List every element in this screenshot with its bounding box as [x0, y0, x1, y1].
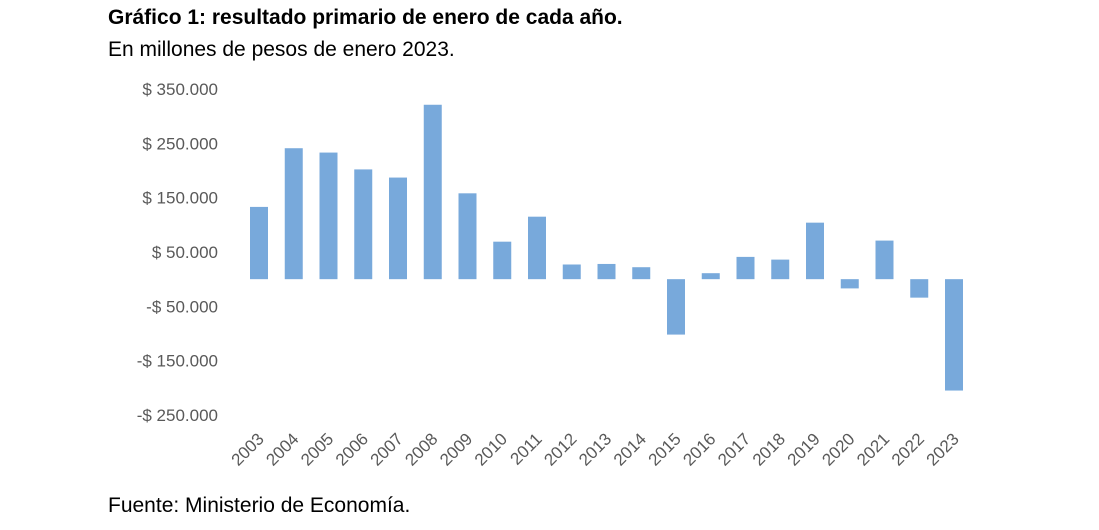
- bar-2007: [389, 177, 407, 280]
- x-tick-label: 2005: [297, 429, 337, 469]
- chart-subtitle: En millones de pesos de enero 2023.: [108, 38, 455, 61]
- bar-2016: [701, 273, 720, 280]
- x-tick-label: 2007: [367, 429, 407, 469]
- bar-2019: [806, 222, 824, 280]
- x-tick-label: 2022: [888, 429, 928, 469]
- bar-2006: [354, 169, 373, 280]
- chart-source: Fuente: Ministerio de Economía.: [108, 494, 411, 517]
- x-tick-label: 2016: [679, 429, 719, 469]
- bar-2014: [632, 267, 651, 280]
- y-axis: $ 350.000 $ 250.000 $ 150.000 $ 50.000 -$ 50…: [137, 80, 218, 425]
- x-tick-label: 2006: [332, 429, 372, 469]
- x-tick-label: 2020: [818, 429, 858, 469]
- bar-2022: [910, 279, 929, 298]
- x-tick-label: 2013: [575, 429, 615, 469]
- bar-2013: [597, 263, 616, 280]
- x-axis: 2003200420052006200720082009201020112012…: [228, 429, 963, 469]
- x-tick-label: 2009: [436, 429, 476, 469]
- y-tick-label: -$ 50.000: [146, 297, 218, 316]
- chart-title: Gráfico 1: resultado primario de enero d…: [108, 6, 623, 29]
- x-tick-label: 2003: [228, 429, 268, 469]
- bar-2005: [319, 152, 338, 280]
- y-tick-label: $ 250.000: [142, 134, 218, 153]
- x-tick-label: 2019: [784, 429, 824, 469]
- bar-2008: [423, 104, 442, 280]
- y-tick-label: -$ 250.000: [137, 406, 218, 425]
- bar-2017: [736, 256, 755, 280]
- bar-2010: [493, 241, 512, 280]
- x-tick-label: 2012: [540, 429, 580, 469]
- x-tick-label: 2021: [853, 429, 893, 469]
- bar-2018: [771, 259, 790, 280]
- x-tick-label: 2008: [401, 429, 441, 469]
- x-tick-label: 2023: [923, 429, 963, 469]
- x-tick-label: 2011: [507, 429, 546, 468]
- bars: [250, 104, 963, 391]
- bar-2020: [840, 279, 859, 289]
- x-tick-label: 2014: [610, 429, 650, 469]
- bar-2012: [562, 264, 581, 280]
- x-tick-label: 2015: [645, 429, 685, 469]
- x-tick-label: 2010: [471, 429, 511, 469]
- x-tick-label: 2018: [749, 429, 789, 469]
- y-tick-label: $ 350.000: [142, 80, 218, 99]
- bar-2004: [284, 148, 303, 280]
- bar-2003: [250, 206, 268, 280]
- bar-2023: [945, 279, 963, 391]
- y-tick-label: $ 50.000: [152, 243, 218, 262]
- y-tick-label: $ 150.000: [142, 189, 218, 208]
- y-tick-label: -$ 150.000: [137, 352, 218, 371]
- bar-2009: [458, 193, 477, 280]
- bar-2011: [528, 216, 546, 280]
- x-tick-label: 2004: [262, 429, 302, 469]
- bar-2021: [875, 240, 894, 280]
- x-tick-label: 2017: [714, 429, 754, 469]
- bar-2015: [667, 279, 685, 335]
